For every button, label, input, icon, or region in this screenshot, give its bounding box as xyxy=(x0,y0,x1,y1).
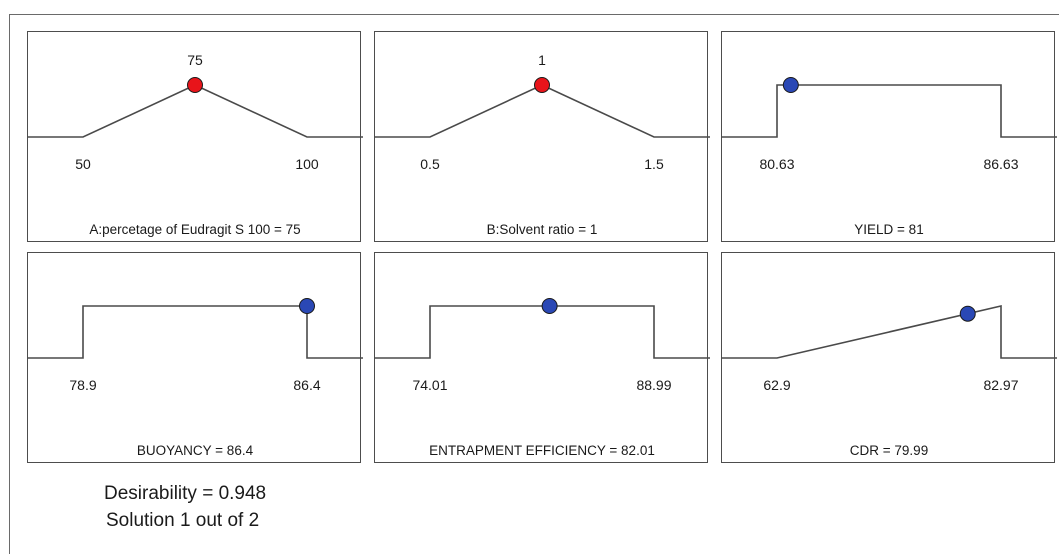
range-low-label: 0.5 xyxy=(420,156,440,172)
range-low-label: 78.9 xyxy=(69,377,96,393)
panel-title: A:percetage of Eudragit S 100 = 75 xyxy=(89,222,300,237)
panel-svg: 80.63 86.63 YIELD = 81 xyxy=(721,77,1057,237)
panel-title: ENTRAPMENT EFFICIENCY = 82.01 xyxy=(429,443,655,458)
current-value-marker xyxy=(187,77,203,93)
desirability-ramp xyxy=(721,84,1057,138)
current-value-marker xyxy=(534,77,550,93)
desirability-ramp xyxy=(27,305,363,359)
solution-text: Solution 1 out of 2 xyxy=(106,510,260,531)
range-low-label: 80.63 xyxy=(759,156,794,172)
current-value-marker xyxy=(959,305,976,322)
panel-title: B:Solvent ratio = 1 xyxy=(487,222,598,237)
figure-frame xyxy=(9,14,1059,554)
panel-factor-a: 50 100 75 A:percetage of Eudragit S 100 = 7… xyxy=(27,31,363,242)
current-value-marker xyxy=(299,298,315,314)
current-value-label: 1 xyxy=(538,52,546,68)
panel-buoyancy: 78.9 86.4 BUOYANCY = 86.4 xyxy=(27,252,363,463)
current-value-label: 75 xyxy=(187,52,203,68)
panel-entrapment-efficiency: 74.01 88.99 ENTRAPMENT EFFICIENCY = 82.01 xyxy=(374,252,710,463)
range-low-label: 50 xyxy=(75,156,91,172)
panel-svg: 50 100 75 A:percetage of Eudragit S 100 = 7… xyxy=(27,52,363,237)
panel-svg: 0.5 1.5 1 B:Solvent ratio = 1 xyxy=(374,52,710,237)
range-high-label: 88.99 xyxy=(636,377,671,393)
range-low-label: 62.9 xyxy=(763,377,790,393)
current-value-marker xyxy=(541,298,558,314)
desirability-ramp xyxy=(374,305,710,359)
range-high-label: 82.97 xyxy=(983,377,1018,393)
panel-factor-b: 0.5 1.5 1 B:Solvent ratio = 1 xyxy=(374,31,710,242)
panel-cdr: 62.9 82.97 CDR = 79.99 xyxy=(721,252,1057,463)
panel-svg: 78.9 86.4 BUOYANCY = 86.4 xyxy=(27,298,363,458)
range-high-label: 86.63 xyxy=(983,156,1018,172)
panel-svg: 62.9 82.97 CDR = 79.99 xyxy=(721,304,1057,458)
desirability-text: Desirability = 0.948 xyxy=(104,483,267,504)
range-high-label: 86.4 xyxy=(293,377,320,393)
range-high-label: 100 xyxy=(295,156,319,172)
range-high-label: 1.5 xyxy=(644,156,664,172)
panel-yield: 80.63 86.63 YIELD = 81 xyxy=(721,31,1057,242)
panel-title: CDR = 79.99 xyxy=(850,443,928,458)
desirability-ramp xyxy=(721,304,1057,359)
panel-title: BUOYANCY = 86.4 xyxy=(137,443,254,458)
range-low-label: 74.01 xyxy=(412,377,447,393)
panel-title: YIELD = 81 xyxy=(854,222,923,237)
current-value-marker xyxy=(782,77,799,93)
panel-svg: 74.01 88.99 ENTRAPMENT EFFICIENCY = 82.01 xyxy=(374,298,710,458)
